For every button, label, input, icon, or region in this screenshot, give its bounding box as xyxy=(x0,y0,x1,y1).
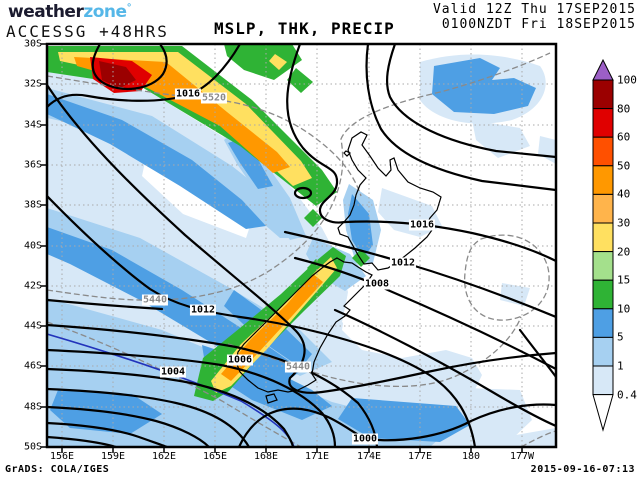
x-tick-label: 180 xyxy=(461,451,481,462)
precip-level-80 xyxy=(99,61,136,88)
model-run-label: ACCESSG +48HRS xyxy=(6,22,169,41)
y-tick-label: 38S xyxy=(23,199,42,211)
y-tick-label: 30S xyxy=(23,38,42,50)
x-tick-label: 156E xyxy=(49,451,75,462)
legend-bar xyxy=(592,58,614,432)
x-tick-label: 168E xyxy=(253,451,279,462)
legend-value: 80 xyxy=(617,102,631,116)
mslp-contour-label: 1012 xyxy=(189,304,217,316)
legend-value: 60 xyxy=(617,130,631,144)
mslp-contours xyxy=(47,44,556,447)
mslp-contour-label: 1016 xyxy=(408,219,436,231)
stewart-island-coast xyxy=(265,393,278,404)
mslp-contour-label: 1008 xyxy=(363,278,391,290)
y-tick-label: 50S xyxy=(23,441,42,453)
thickness-contour-label: 5440 xyxy=(284,361,312,373)
y-tick-label: 48S xyxy=(23,401,42,413)
logo-text-zone: zone xyxy=(83,2,127,22)
logo-text-weather: weather xyxy=(8,2,84,22)
grads-credit: GrADS: COLA/IGES xyxy=(5,464,110,475)
x-tick-label: 171E xyxy=(304,451,330,462)
legend-value: 5 xyxy=(617,330,624,344)
generation-timestamp: 2015-09-16-07:13 xyxy=(530,464,635,475)
legend-value: 15 xyxy=(617,273,631,287)
legend-value: 50 xyxy=(617,159,631,173)
y-tick-label: 46S xyxy=(23,360,42,372)
thickness-5400-line xyxy=(47,333,295,447)
weatherzone-logo: weatherzone° xyxy=(8,2,132,22)
valid-time-utc: Valid 12Z Thu 17SEP2015 xyxy=(432,2,636,17)
x-tick-label: 165E xyxy=(202,451,228,462)
mslp-contour-label: 1006 xyxy=(226,354,254,366)
legend-value: 100 xyxy=(617,73,637,87)
x-tick-label: 177W xyxy=(509,451,535,462)
x-tick-label: 159E xyxy=(100,451,126,462)
offshore-islet xyxy=(343,150,352,157)
y-tick-label: 32S xyxy=(23,78,42,90)
legend-value: 30 xyxy=(617,216,631,230)
axis-ticks xyxy=(41,43,523,453)
legend-value: 1 xyxy=(617,359,624,373)
mslp-contour-label: 1016 xyxy=(174,88,202,100)
y-tick-label: 44S xyxy=(23,320,42,332)
y-tick-label: 40S xyxy=(23,240,42,252)
x-tick-label: 162E xyxy=(151,451,177,462)
valid-time-local: 0100NZDT Fri 18SEP2015 xyxy=(441,17,636,32)
logo-degree-mark: ° xyxy=(126,2,132,14)
precip-shading xyxy=(47,44,556,447)
legend-value: 10 xyxy=(617,302,631,316)
y-tick-label: 34S xyxy=(23,119,42,131)
map-title: MSLP, THK, PRECIP xyxy=(214,19,395,38)
mslp-contour-label: 1012 xyxy=(389,257,417,269)
y-tick-label: 42S xyxy=(23,280,42,292)
legend-under-triangle xyxy=(592,394,614,432)
legend-value: 20 xyxy=(617,245,631,259)
y-tick-label: 36S xyxy=(23,159,42,171)
mslp-contour-label: 1000 xyxy=(351,433,379,445)
mslp-contour-label: 1004 xyxy=(159,366,187,378)
thickness-contour-label: 5440 xyxy=(141,294,169,306)
legend-value: 0.4 xyxy=(617,388,637,402)
legend-over-triangle xyxy=(592,58,614,81)
thickness-contour-label: 5520 xyxy=(200,92,228,104)
north-island-coast xyxy=(337,131,442,271)
x-tick-label: 177E xyxy=(407,451,433,462)
legend-value: 40 xyxy=(617,187,631,201)
x-tick-label: 174E xyxy=(356,451,382,462)
